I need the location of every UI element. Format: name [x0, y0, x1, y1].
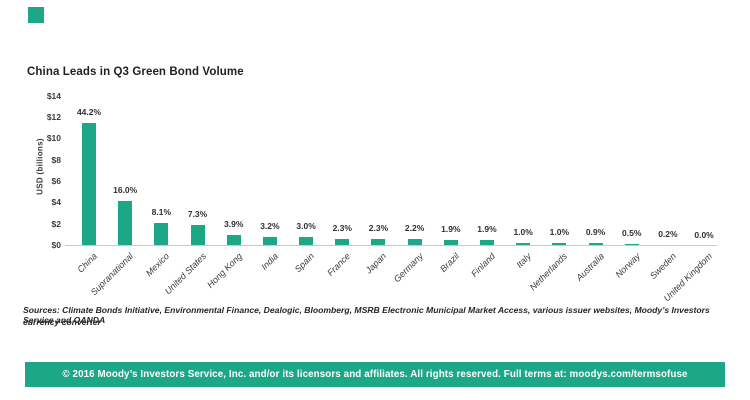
bar: [552, 242, 567, 246]
sources-note-line-1: Sources: Climate Bonds Initiative, Envir…: [23, 305, 710, 325]
bar: [588, 243, 603, 246]
bar: [154, 222, 169, 246]
x-axis-line: [65, 245, 717, 246]
y-axis-tick-label: $6: [51, 176, 61, 186]
bar-value-label: 8.1%: [151, 206, 172, 217]
bar: [443, 240, 458, 246]
bar: [262, 236, 277, 246]
footer-copyright-text: © 2016 Moody’s Investors Service, Inc. a…: [62, 369, 688, 380]
y-axis-tick-label: $10: [46, 133, 61, 144]
bar: [407, 239, 422, 246]
bar-value-label: 1.0%: [549, 226, 570, 237]
bar-value-label: 44.2%: [76, 106, 102, 117]
bar: [118, 201, 133, 246]
y-axis-tick-label: $12: [46, 112, 61, 123]
bar-value-label: 0.9%: [585, 227, 606, 238]
bar: [371, 239, 386, 246]
y-axis-tick-label: $4: [51, 197, 61, 208]
bar-value-label: 1.0%: [513, 226, 533, 237]
y-axis-tick-label: $2: [51, 218, 61, 229]
bar: [479, 240, 494, 246]
bar: [516, 242, 531, 246]
bar-value-label: 2.2%: [404, 223, 425, 234]
bar: [299, 237, 314, 246]
moodys-brand-square-icon: [28, 7, 44, 23]
footer-band: © 2016 Moody’s Investors Service, Inc. a…: [25, 362, 725, 387]
bar-value-label: 0.0%: [694, 229, 714, 240]
bar: [624, 244, 639, 246]
bar: [190, 225, 205, 246]
bar-value-label: 3.2%: [260, 220, 280, 231]
bar-value-label: 7.3%: [187, 209, 208, 220]
y-axis-tick-label: $0: [51, 240, 61, 250]
bar-value-label: 2.3%: [332, 223, 352, 234]
bar: [335, 239, 350, 246]
bar-value-label: 1.9%: [441, 224, 461, 235]
bar-value-label: 16.0%: [113, 185, 138, 196]
bar: [226, 234, 241, 246]
sources-note-line-2: currency converter: [23, 316, 101, 327]
bar-value-label: 3.9%: [224, 218, 244, 229]
y-axis-tick-label: $8: [51, 154, 61, 165]
y-axis-tick-label: $14: [46, 90, 61, 101]
bar-value-label: 0.5%: [622, 228, 642, 239]
bar-value-label: 2.3%: [368, 223, 389, 234]
bar: [82, 122, 96, 246]
bar-value-label: 1.9%: [477, 224, 497, 235]
bar-value-label: 3.0%: [296, 221, 316, 232]
bar-value-label: 0.2%: [658, 228, 678, 239]
chart-title: China Leads in Q3 Green Bond Volume: [27, 66, 244, 78]
